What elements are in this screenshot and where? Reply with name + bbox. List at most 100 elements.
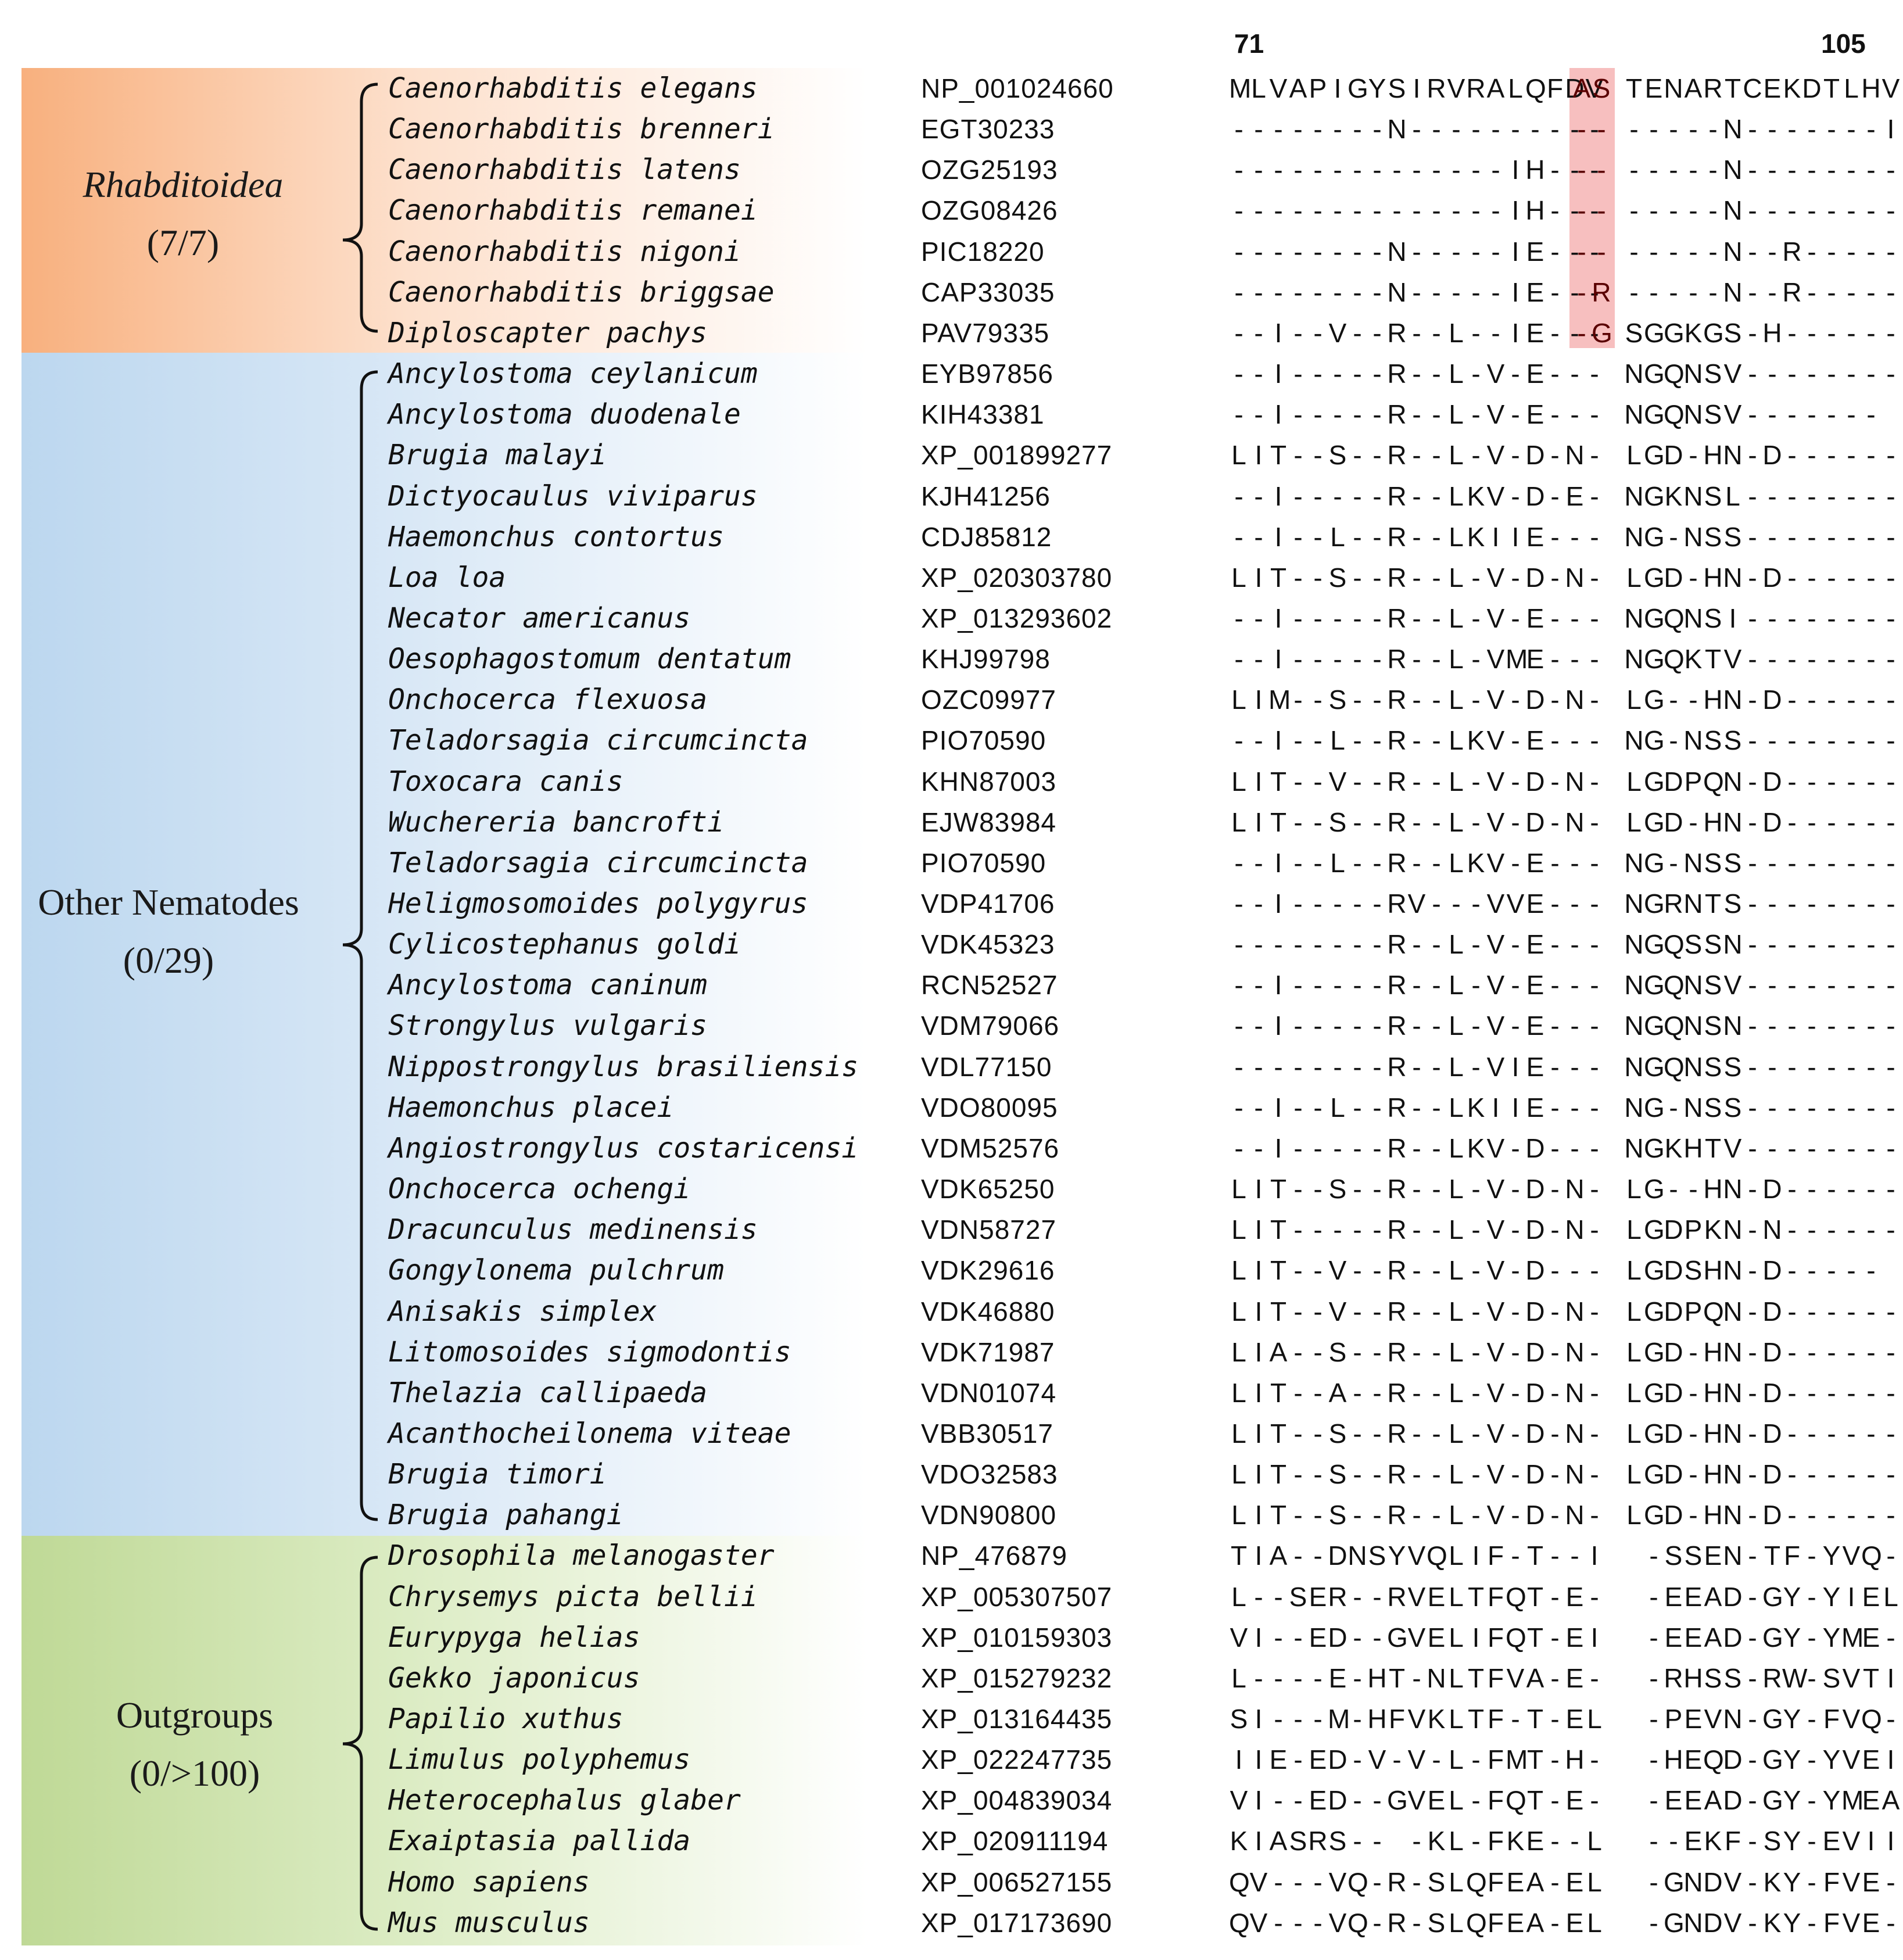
sequence-segment-a: T I A - - DNSYVQL I F - T - - I [1230, 1540, 1599, 1571]
alignment-row: Caenorhabditis elegans NP_001024660 ML VAP I… [0, 68, 1903, 109]
sequence-segment-c: NG - NSS - - - - - - - - [1624, 521, 1895, 552]
accession-number: EGT30233 [921, 114, 1055, 145]
alignment-row: Thelazia callipaeda VDN01074 L I T - - A - - R - - L -… [0, 1373, 1903, 1413]
sequence-segment-a: - - I - - - - - R - - L KV - D - - - [1234, 1133, 1599, 1163]
alignment-row: Gekko japonicus XP_015279232 L - - - - E - HT - NL T… [0, 1658, 1903, 1699]
sequence-segment-c: NG - NSS - - - - - - - - [1624, 725, 1895, 756]
group-label-rhabditoidea: Rhabditoidea (7/7) [58, 156, 308, 272]
sequence-segment-c: -----N-------I [1629, 114, 1895, 145]
alignment-row: Drosophila melanogaster NP_476879 T I A - - DNS… [0, 1535, 1903, 1576]
sequence-segment-c: LGD - HN - D - - - - - - [1626, 1336, 1895, 1367]
sequence-segment-c: LGDPQN - D - - - - - - [1626, 1296, 1895, 1327]
alignment-row: Onchocerca ochengi VDK65250 L I T - - S - - R - - L - V… [0, 1169, 1903, 1209]
sequence-segment-a: S I - - - M - HF VK L T F - T - E L [1230, 1704, 1602, 1734]
species-name: Dracunculus medinensis [388, 1213, 758, 1246]
sequence-segment-a: K I ASRS - - - K L - F KE - - L [1230, 1826, 1602, 1857]
species-name: Cylicostephanus goldi [388, 928, 741, 961]
sequence-segment-c: SGGKGS - H - - - - - - [1625, 317, 1895, 348]
species-name: Heligmosomoides polygyrus [388, 887, 808, 920]
accession-number: XP_004839034 [921, 1785, 1113, 1816]
sequence-segment-c: NG - NSS - - - - - - - - [1624, 1092, 1895, 1123]
sequence-segment-c: - EEAD - GY - Y I E L [1649, 1581, 1898, 1612]
species-name: Homo sapiens [388, 1865, 590, 1898]
alignment-row: Caenorhabditis nigoni PIC18220 - - - - - - - - N - -… [0, 231, 1903, 272]
sequence-segment-c: LGD - HN - D - - - - - - [1626, 1459, 1895, 1490]
accession-number: PIO70590 [921, 847, 1047, 878]
species-name: Limulus polyphemus [388, 1743, 691, 1776]
alignment-row: Exaiptasia pallida XP_020911194 K I ASRS - - -… [0, 1821, 1903, 1861]
accession-number: VDN58727 [921, 1214, 1057, 1245]
accession-number: XP_013164435 [921, 1704, 1113, 1734]
sequence-segment-a: - - I - - - - - RV - - - VVE - - - [1234, 888, 1599, 919]
alignment-row: Cylicostephanus goldi VDK45323 - - - - - - - - R - -… [0, 924, 1903, 965]
position-start-label: 71 [1234, 28, 1264, 59]
sequence-segment-c: - GNDV - KY - F VE - [1649, 1866, 1895, 1897]
sequence-insertion: -- [1577, 114, 1606, 145]
species-name: Haemonchus contortus [388, 520, 724, 553]
species-name: Heterocephalus glaber [388, 1784, 741, 1817]
species-name: Litomosoides sigmodontis [388, 1335, 791, 1368]
group-count: (0/>100) [129, 1753, 260, 1794]
species-name: Papilio xuthus [388, 1703, 623, 1735]
accession-number: CDJ85812 [921, 521, 1052, 552]
sequence-segment-c: -----N-------- [1629, 155, 1895, 185]
accession-number: VDK45323 [921, 929, 1055, 960]
sequence-segment-c: NGRNT S - - - - - - - - [1624, 888, 1895, 919]
accession-number: EYB97856 [921, 359, 1053, 389]
species-name: Nippostrongylus brasiliensis [388, 1050, 859, 1083]
species-name: Caenorhabditis remanei [388, 194, 758, 227]
sequence-segment-c: NGQNSV - - - - - - - - [1624, 970, 1895, 1001]
accession-number: RCN52527 [921, 970, 1058, 1001]
brace-rhabditoidea [342, 83, 378, 333]
alignment-row: Brugia pahangi VDN90800 L I T - - S - - R - - L - V - D - N… [0, 1495, 1903, 1535]
sequence-segment-c: NGQSSN - - - - - - - - [1624, 929, 1895, 960]
brace-other-nematodes [342, 370, 378, 1521]
alignment-row: Necator americanus XP_013293602 - - I - - - - - R -… [0, 598, 1903, 639]
sequence-segment-c: NGQNS I - - - - - - - - [1624, 603, 1895, 633]
species-name: Loa loa [388, 561, 506, 594]
accession-number: XP_010159303 [921, 1622, 1113, 1653]
sequence-segment-c: T ENARTCEKDT LHV [1625, 73, 1900, 103]
sequence-segment-c: NGKHT V - - - - - - - - [1624, 1133, 1895, 1163]
accession-number: VDL77150 [921, 1051, 1052, 1082]
species-name: Strongylus vulgaris [388, 1009, 708, 1042]
species-name: Caenorhabditis nigoni [388, 235, 741, 268]
species-name: Angiostrongylus costaricensi [388, 1131, 859, 1164]
sequence-insertion: -- [1577, 195, 1606, 226]
sequence-segment-a: --------N---------- [1234, 114, 1599, 145]
accession-number: NP_476879 [921, 1540, 1067, 1571]
accession-number: PIC18220 [921, 236, 1045, 267]
alignment-row: Heterocephalus glaber XP_004839034 V I - - ED -… [0, 1780, 1903, 1821]
sequence-segment-a: V I - - ED - - GVE L - FQT - E - [1230, 1785, 1599, 1816]
sequence-segment-c: NGQNSN - - - - - - - - [1624, 1011, 1895, 1041]
alignment-row: Caenorhabditis brenneri EGT30233 - - - - - - - - N… [0, 109, 1903, 149]
sequence-segment-c: LGD - HN - D - - - - - - [1626, 562, 1895, 593]
sequence-segment-c: NG - NSS - - - - - - - - [1624, 847, 1895, 878]
sequence-segment-a: - - I - - - - - R - - L - VME - - - [1234, 644, 1599, 675]
species-name: Teladorsagia circumcincta [388, 846, 808, 879]
position-end-label: 105 [1821, 28, 1866, 59]
accession-number: KHN87003 [921, 766, 1057, 797]
sequence-segment-a: --I-----R--L-V-E--- [1234, 970, 1599, 1001]
accession-number: KJH41256 [921, 481, 1051, 511]
alignment-row: Ancylostoma caninum RCN52527 - - I - - - - - R - - L -… [0, 965, 1903, 1005]
alignment-row: Strongylus vulgaris VDM79066 - - I - - - - - R - - L -… [0, 1005, 1903, 1046]
alignment-row: Homo sapiens XP_006527155 QV - - - VQ - R - S LQF EA… [0, 1862, 1903, 1902]
sequence-segment-a: L - - - - E - HT - NL T F VA - E - [1231, 1662, 1599, 1693]
alignment-row: Nippostrongylus brasiliensis VDL77150 - - - -… [0, 1047, 1903, 1087]
species-name: Caenorhabditis elegans [388, 72, 758, 105]
sequence-segment-a: L - - SER - - RVE L T FQT - E - [1231, 1581, 1599, 1612]
insertion-highlight [1569, 68, 1615, 348]
alignment-row: Oesophagostomum dentatum KHJ99798 - - I - - - - -… [0, 639, 1903, 679]
alignment-row: Mus musculus XP_017173690 QV - - - VQ - R - S LQF EA… [0, 1902, 1903, 1943]
species-name: Wuchereria bancrofti [388, 805, 724, 839]
species-name: Haemonchus placei [388, 1091, 674, 1124]
